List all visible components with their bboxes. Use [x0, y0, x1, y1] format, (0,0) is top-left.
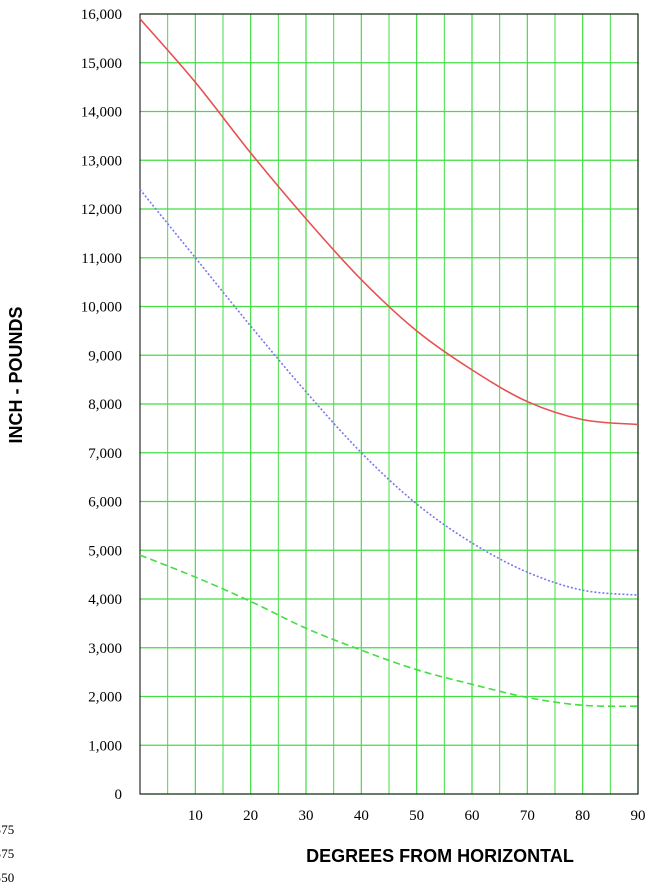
- series-line-3: [139, 554, 639, 708]
- y-tick-label: 2,000: [88, 690, 122, 706]
- y-tick-label: 1,000: [88, 738, 122, 754]
- plot-frame: [139, 13, 639, 795]
- y-tick-label: 0: [115, 787, 123, 803]
- y-tick-label: 9,000: [88, 348, 122, 364]
- x-tick-label: 10: [188, 808, 203, 824]
- legend: S75 S75 S50: [0, 822, 14, 885]
- y-tick-label: 10,000: [81, 300, 122, 316]
- legend-entry: S75: [0, 822, 14, 837]
- x-tick-label: 60: [465, 808, 480, 824]
- x-tick-label: 90: [631, 808, 646, 824]
- y-tick-labels: 0 1,000 2,000 3,000 4,000 5,000 6,000 7,000 8,00…: [81, 7, 122, 803]
- x-tick-label: 80: [575, 808, 590, 824]
- x-axis-title: DEGREES FROM HORIZONTAL: [306, 846, 574, 866]
- legend-entry: S50: [0, 870, 14, 885]
- x-tick-label: 20: [243, 808, 258, 824]
- y-tick-label: 3,000: [88, 641, 122, 657]
- x-tick-label: 50: [409, 808, 424, 824]
- y-tick-label: 16,000: [81, 7, 122, 23]
- y-tick-label: 12,000: [81, 202, 122, 218]
- series-layer: [139, 18, 639, 708]
- grid: [140, 13, 639, 795]
- y-tick-label: 11,000: [81, 251, 122, 267]
- y-tick-label: 4,000: [88, 592, 122, 608]
- y-axis-title: INCH - POUNDS: [6, 306, 26, 443]
- x-tick-labels: 10 20 30 40 50 60 70 80 90: [188, 808, 646, 824]
- series-line-1: [139, 18, 639, 426]
- x-tick-label: 40: [354, 808, 369, 824]
- y-tick-label: 7,000: [88, 446, 122, 462]
- y-tick-label: 8,000: [88, 397, 122, 413]
- y-tick-label: 5,000: [88, 543, 122, 559]
- y-tick-label: 15,000: [81, 56, 122, 72]
- x-tick-label: 70: [520, 808, 535, 824]
- y-tick-label: 13,000: [81, 153, 122, 169]
- series-line-2: [139, 188, 639, 596]
- x-tick-label: 30: [299, 808, 314, 824]
- y-tick-label: 14,000: [81, 105, 122, 121]
- legend-entry: S75: [0, 846, 14, 861]
- y-tick-label: 6,000: [88, 495, 122, 511]
